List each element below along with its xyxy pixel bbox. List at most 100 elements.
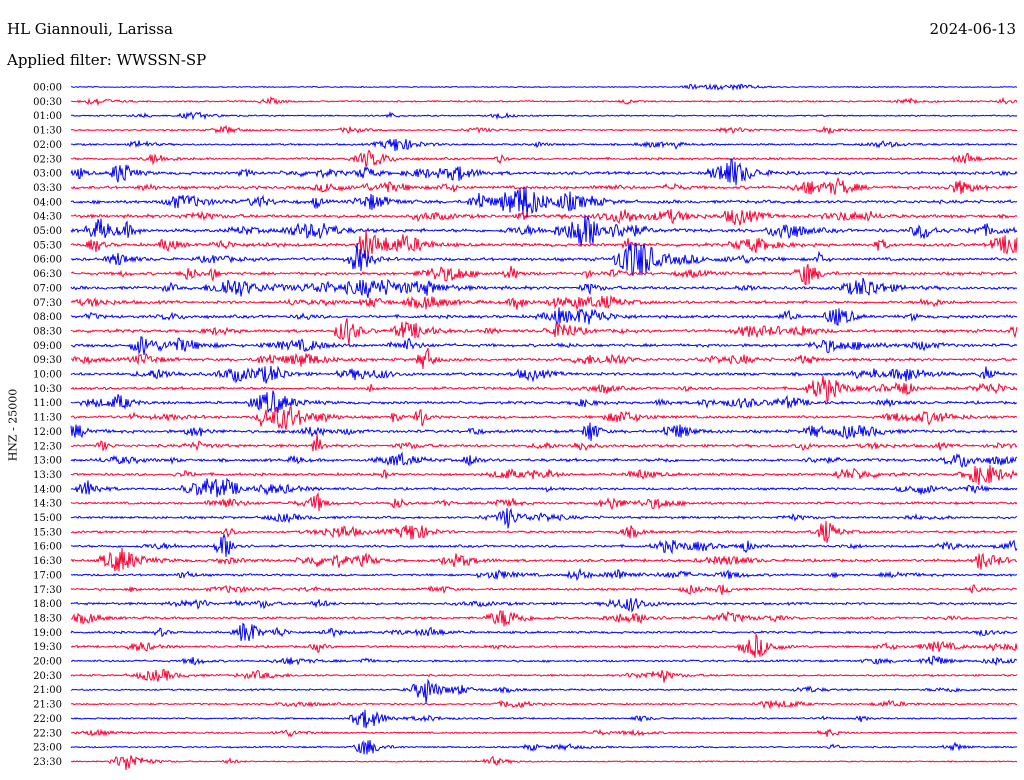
row-label: 00:30 bbox=[33, 97, 62, 108]
trace-line bbox=[70, 669, 1018, 683]
row-label: 16:00 bbox=[33, 542, 62, 553]
trace-line bbox=[70, 422, 1018, 441]
row-label: 22:30 bbox=[33, 728, 62, 739]
trace-line bbox=[70, 492, 1018, 512]
trace-line bbox=[71, 111, 1018, 121]
row-label: 06:00 bbox=[33, 255, 62, 266]
trace-line bbox=[70, 375, 1018, 403]
trace-line bbox=[70, 138, 1018, 151]
trace-line bbox=[70, 477, 1018, 498]
trace-line bbox=[70, 405, 1018, 430]
trace-line bbox=[70, 294, 1018, 311]
trace-line bbox=[70, 347, 1018, 369]
trace-line bbox=[70, 547, 1018, 572]
trace-line bbox=[70, 149, 1018, 168]
row-label: 01:00 bbox=[33, 111, 62, 122]
trace-line bbox=[70, 597, 1018, 613]
trace-line bbox=[70, 755, 1018, 771]
trace-line bbox=[70, 464, 1018, 485]
row-label: 00:00 bbox=[33, 83, 62, 94]
row-label: 22:00 bbox=[33, 714, 62, 725]
trace-line bbox=[70, 678, 1018, 704]
row-label: 11:30 bbox=[33, 413, 62, 424]
trace-line bbox=[70, 365, 1018, 384]
row-label: 05:30 bbox=[33, 240, 62, 251]
trace-line bbox=[70, 740, 1018, 755]
trace-line bbox=[70, 264, 1018, 286]
trace-line bbox=[70, 318, 1018, 345]
row-label: 19:00 bbox=[33, 628, 62, 639]
row-label: 15:00 bbox=[33, 513, 62, 524]
trace-line bbox=[70, 520, 1018, 543]
row-label: 10:30 bbox=[33, 384, 62, 395]
row-label: 23:30 bbox=[33, 757, 62, 768]
row-label: 18:00 bbox=[33, 599, 62, 610]
row-label: 15:30 bbox=[33, 527, 62, 538]
row-label: 19:30 bbox=[33, 642, 62, 653]
row-label: 16:30 bbox=[33, 556, 62, 567]
row-label: 08:30 bbox=[33, 326, 62, 337]
trace-line bbox=[70, 699, 1018, 710]
trace-line bbox=[70, 622, 1018, 642]
row-label: 14:00 bbox=[33, 484, 62, 495]
trace-line bbox=[70, 390, 1018, 413]
row-label: 04:00 bbox=[33, 197, 62, 208]
trace-line bbox=[70, 709, 1018, 729]
trace-line bbox=[70, 187, 1018, 218]
row-label: 04:30 bbox=[33, 212, 62, 223]
trace-line bbox=[70, 610, 1018, 627]
trace-line bbox=[70, 728, 1018, 738]
trace-line bbox=[70, 208, 1018, 226]
trace-line bbox=[70, 95, 1018, 107]
trace-line bbox=[70, 507, 1018, 529]
trace-line bbox=[70, 584, 1018, 596]
row-label: 21:30 bbox=[33, 700, 62, 711]
trace-line bbox=[70, 277, 1018, 299]
row-label: 13:30 bbox=[33, 470, 62, 481]
row-label: 02:30 bbox=[33, 154, 62, 165]
trace-line bbox=[70, 532, 1018, 557]
trace-line bbox=[70, 307, 1018, 327]
trace-line bbox=[70, 158, 1018, 186]
row-label: 07:00 bbox=[33, 283, 62, 294]
row-label: 20:00 bbox=[33, 657, 62, 668]
row-label: 18:30 bbox=[33, 613, 62, 624]
trace-line bbox=[70, 83, 1018, 92]
row-label: 17:00 bbox=[33, 570, 62, 581]
row-label: 13:00 bbox=[33, 456, 62, 467]
trace-line bbox=[70, 433, 1018, 452]
row-label: 14:30 bbox=[33, 499, 62, 510]
trace-line bbox=[70, 229, 1018, 259]
row-label: 10:00 bbox=[33, 370, 62, 381]
trace-line bbox=[71, 176, 1018, 195]
row-label: 12:30 bbox=[33, 441, 62, 452]
filter-label: Applied filter: WWSSN-SP bbox=[7, 51, 207, 69]
trace-line bbox=[71, 124, 1018, 136]
row-label: 09:30 bbox=[33, 355, 62, 366]
row-label: 11:00 bbox=[33, 398, 62, 409]
row-label: 12:00 bbox=[33, 427, 62, 438]
row-label: 20:30 bbox=[33, 671, 62, 682]
trace-line bbox=[70, 634, 1018, 658]
row-label: 23:00 bbox=[33, 743, 62, 754]
trace-line bbox=[70, 567, 1017, 581]
trace-line bbox=[71, 655, 1018, 667]
trace-line bbox=[70, 214, 1018, 247]
trace-line bbox=[70, 242, 1018, 276]
row-label: 05:00 bbox=[33, 226, 62, 237]
row-label: 01:30 bbox=[33, 126, 62, 137]
row-label: 07:30 bbox=[33, 298, 62, 309]
trace-line bbox=[70, 451, 1018, 469]
row-label: 08:00 bbox=[33, 312, 62, 323]
row-label: 06:30 bbox=[33, 269, 62, 280]
row-label: 17:30 bbox=[33, 585, 62, 596]
row-label: 03:00 bbox=[33, 169, 62, 180]
station-title: HL Giannouli, Larissa bbox=[7, 20, 173, 38]
row-label: 09:00 bbox=[33, 341, 62, 352]
row-label: 02:00 bbox=[33, 140, 62, 151]
date-label: 2024-06-13 bbox=[929, 20, 1016, 38]
trace-line bbox=[70, 336, 1018, 355]
row-label: 21:00 bbox=[33, 685, 62, 696]
row-label: 03:30 bbox=[33, 183, 62, 194]
